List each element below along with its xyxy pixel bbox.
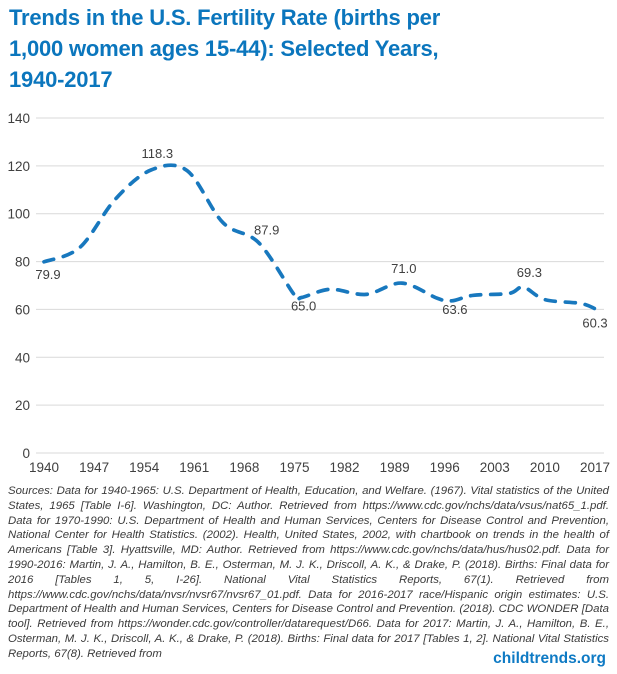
x-axis-tick-label: 2003 (480, 460, 510, 475)
y-axis-tick-label: 100 (7, 207, 30, 222)
y-axis-tick-label: 80 (15, 255, 30, 270)
x-axis-tick-label: 1996 (430, 460, 460, 475)
x-axis-tick-label: 1982 (329, 460, 359, 475)
y-axis-tick-label: 20 (15, 398, 30, 413)
x-axis-tick-label: 1989 (380, 460, 410, 475)
y-axis-tick-label: 120 (7, 159, 30, 174)
x-axis-tick-label: 2010 (530, 460, 560, 475)
data-point-label: 79.9 (35, 267, 60, 282)
x-axis-tick-label: 1968 (229, 460, 259, 475)
x-axis-tick-label: 1954 (129, 460, 160, 475)
y-axis-tick-label: 140 (7, 111, 30, 126)
x-axis-tick-label: 2017 (580, 460, 610, 475)
childtrends-brand-link[interactable]: childtrends.org (493, 650, 606, 667)
page-title-line-2: 1,000 women ages 15-44): Selected Years, (9, 36, 439, 61)
data-point-label: 118.3 (142, 146, 174, 161)
x-axis-tick-label: 1940 (29, 460, 59, 475)
data-point-label: 65.0 (291, 299, 316, 314)
data-point-label: 71.0 (391, 261, 416, 276)
page-title: Trends in the U.S. Fertility Rate (birth… (9, 2, 589, 95)
y-axis-tick-label: 60 (15, 302, 30, 317)
y-axis-tick-label: 0 (22, 446, 30, 461)
sources-note: Sources: Data for 1940-1965: U.S. Depart… (8, 485, 609, 660)
x-axis-tick-label: 1947 (79, 460, 109, 475)
data-point-label: 60.3 (582, 316, 607, 331)
x-axis-tick-label: 1975 (279, 460, 309, 475)
x-axis-tick-label: 1961 (179, 460, 209, 475)
fertility-rate-line-chart: 0 20 40 60 80 100 120 140 1940 1947 1954 1961 1968 19… (7, 111, 610, 475)
page-title-line-1: Trends in the U.S. Fertility Rate (birth… (9, 5, 441, 30)
page-title-line-3: 1940-2017 (9, 67, 113, 92)
data-point-label: 87.9 (254, 223, 279, 238)
data-point-label: 69.3 (517, 265, 542, 280)
fertility-rate-series-line (42, 163, 597, 311)
y-axis-tick-label: 40 (15, 350, 30, 365)
data-point-label: 63.6 (442, 302, 467, 317)
